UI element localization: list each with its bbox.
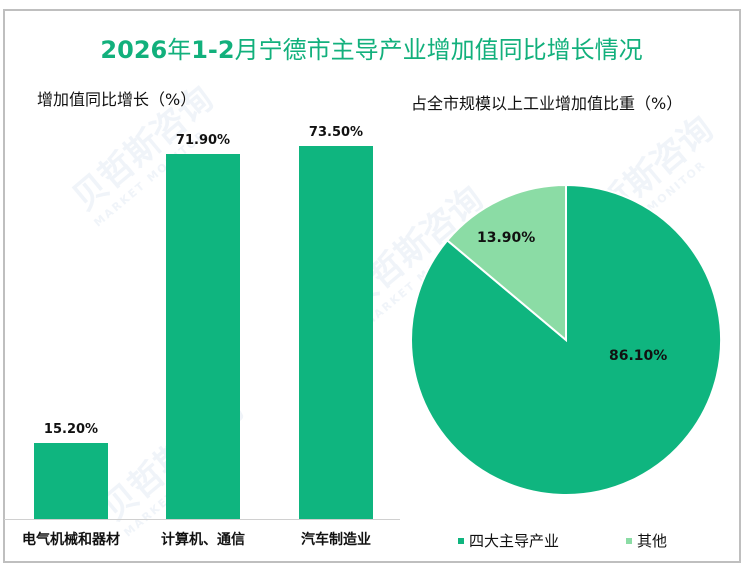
title-range: 1-2 — [191, 36, 235, 64]
chart-title: 2026年1-2月宁德市主导产业增加值同比增长情况 — [0, 30, 743, 65]
bar-value-label: 71.90% — [175, 133, 231, 148]
x-axis-line — [4, 519, 400, 520]
title-year: 2026 — [100, 36, 168, 64]
bar-computer-comm — [166, 154, 240, 519]
title-rest: 月宁德市主导产业增加值同比增长情况 — [234, 36, 643, 64]
pie-slice-other — [445, 183, 567, 343]
legend-swatch-icon — [626, 537, 632, 544]
pie-value-label-main: 86.10% — [609, 348, 668, 364]
legend-label: 其他 — [637, 532, 668, 550]
legend-item-main-industries: 四大主导产业 — [458, 530, 559, 551]
pie-chart — [410, 183, 722, 496]
pie-chart-title: 占全市规模以上工业增加值比重（%） — [411, 94, 683, 113]
x-axis-label: 电气机械和器材 — [22, 532, 120, 548]
bar-automobile — [299, 146, 373, 519]
legend-swatch-icon — [458, 537, 464, 544]
bar-value-label: 15.20% — [43, 422, 99, 437]
pie-value-label-other: 13.90% — [477, 230, 536, 246]
x-axis-label: 计算机、通信 — [161, 532, 245, 548]
legend-label: 四大主导产业 — [469, 532, 560, 550]
bar-electrical — [34, 443, 108, 519]
x-axis-label: 汽车制造业 — [301, 532, 371, 548]
title-year-char: 年 — [167, 36, 192, 64]
legend-item-other: 其他 — [626, 530, 667, 551]
bar-chart-title: 增加值同比增长（%） — [37, 90, 197, 109]
bar-value-label: 73.50% — [308, 125, 364, 140]
